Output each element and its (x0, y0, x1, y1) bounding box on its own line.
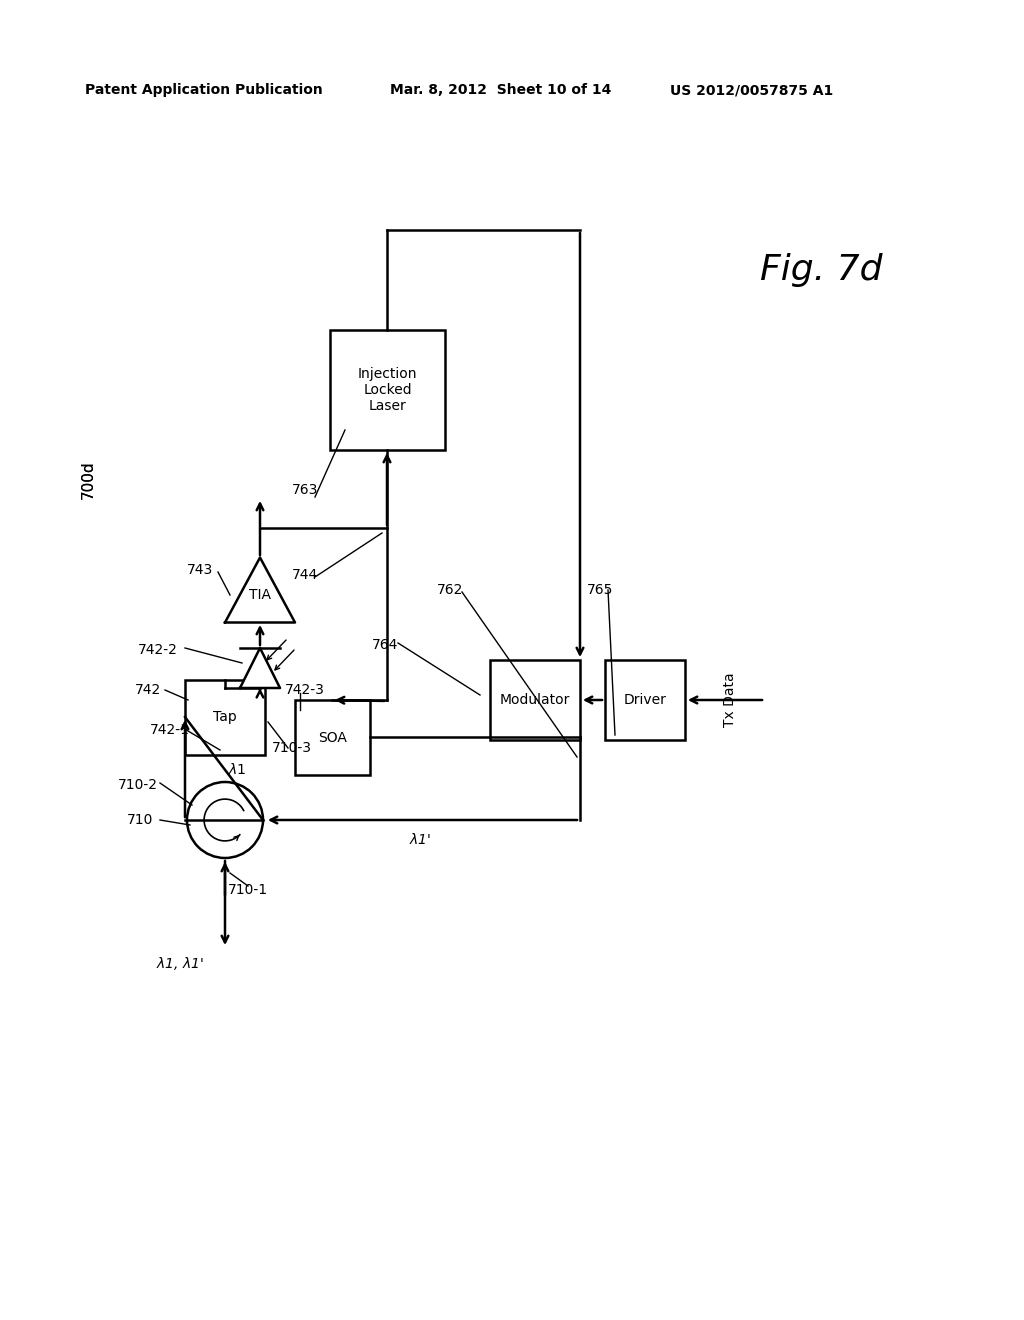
Text: 763: 763 (292, 483, 318, 498)
Text: 765: 765 (587, 583, 613, 597)
Text: 762: 762 (437, 583, 463, 597)
Text: 742: 742 (135, 682, 161, 697)
Text: SOA: SOA (318, 730, 347, 744)
Text: 742-2: 742-2 (138, 643, 178, 657)
Text: $\lambda$1, $\lambda$1': $\lambda$1, $\lambda$1' (156, 954, 204, 972)
Text: Injection
Locked
Laser: Injection Locked Laser (357, 367, 417, 413)
Text: 764: 764 (372, 638, 398, 652)
Text: Fig. 7d: Fig. 7d (760, 253, 883, 286)
Text: 700d: 700d (81, 461, 95, 499)
Bar (605, 660, 685, 741)
Text: 744: 744 (292, 568, 318, 582)
Text: 743: 743 (186, 564, 213, 577)
Text: Tx Data: Tx Data (723, 673, 737, 727)
Text: 710: 710 (127, 813, 154, 828)
Bar (490, 660, 580, 741)
Text: 700d: 700d (81, 461, 95, 499)
Text: US 2012/0057875 A1: US 2012/0057875 A1 (670, 83, 834, 96)
Text: 742-3: 742-3 (285, 682, 325, 697)
Bar (185, 680, 265, 755)
Polygon shape (240, 648, 280, 688)
Bar (330, 330, 445, 450)
Bar (295, 700, 370, 775)
Text: TIA: TIA (249, 587, 271, 602)
Text: Modulator: Modulator (500, 693, 570, 708)
Text: 710-2: 710-2 (118, 777, 158, 792)
Text: $\lambda$1': $\lambda$1' (409, 833, 431, 847)
Circle shape (187, 781, 263, 858)
Text: $\lambda$1: $\lambda$1 (227, 763, 246, 777)
Text: 710-1: 710-1 (228, 883, 268, 898)
Text: 710-3: 710-3 (272, 741, 312, 755)
Text: 742-1: 742-1 (150, 723, 190, 737)
Text: Driver: Driver (624, 693, 667, 708)
Polygon shape (225, 557, 295, 623)
Text: Mar. 8, 2012  Sheet 10 of 14: Mar. 8, 2012 Sheet 10 of 14 (390, 83, 611, 96)
Text: Patent Application Publication: Patent Application Publication (85, 83, 323, 96)
Text: Tap: Tap (213, 710, 237, 725)
